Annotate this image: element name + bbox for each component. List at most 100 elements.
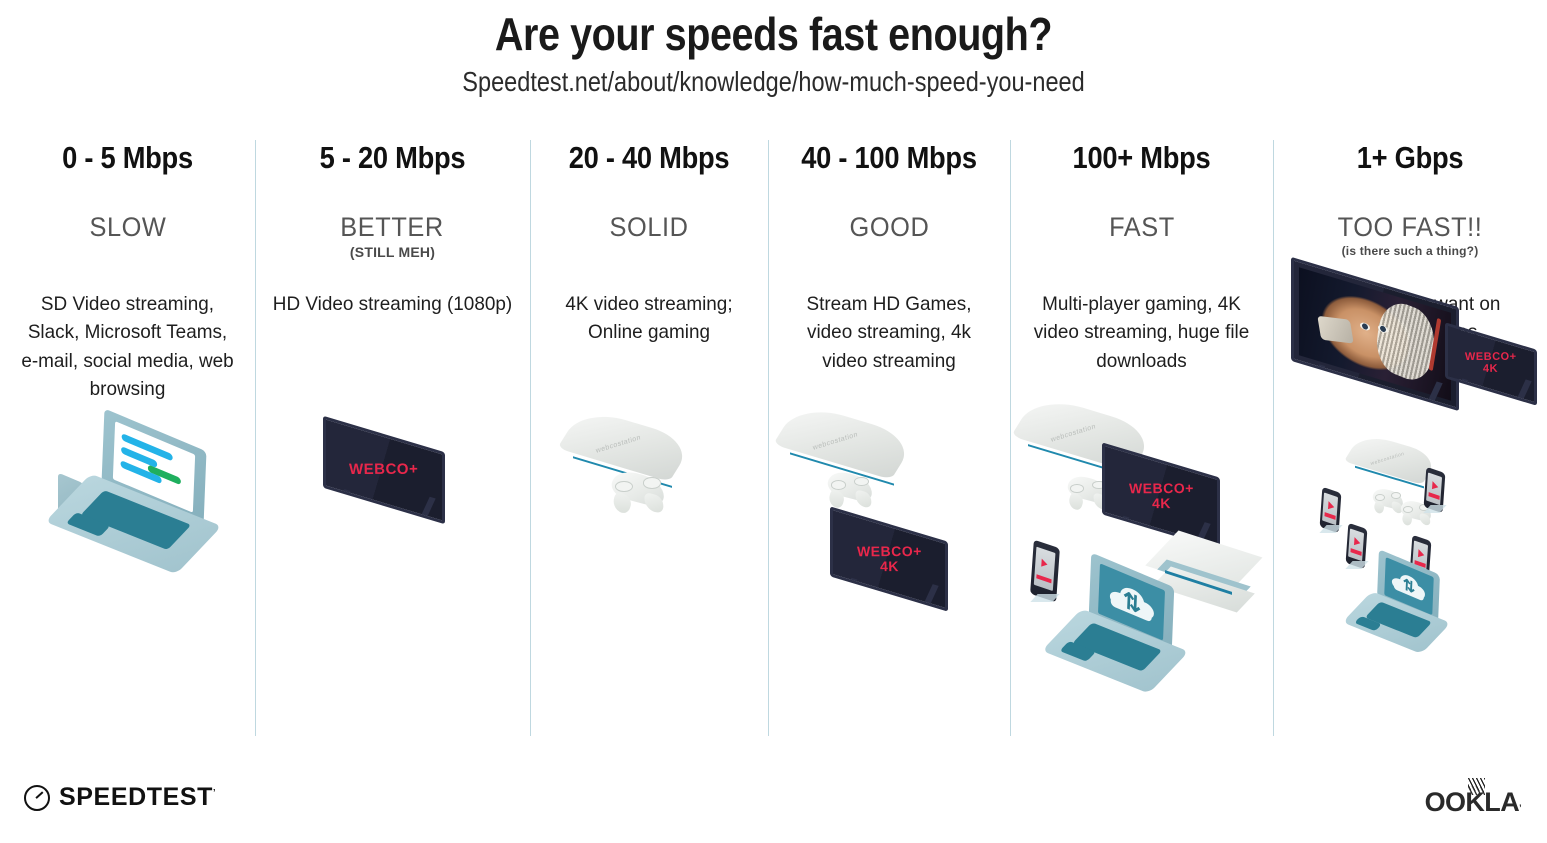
tv-leg — [1115, 515, 1130, 536]
tv-resolution-label: 4K — [1151, 494, 1171, 512]
rating-label: FAST — [1108, 212, 1175, 242]
speed-range-label: 1+ Gbps — [1356, 140, 1464, 175]
controller-buttons — [643, 477, 661, 489]
speed-tier-column-3: 20 - 40 Mbps SOLID 4K video streaming; O… — [530, 132, 768, 742]
tv-resolution-label: 4K — [1483, 362, 1499, 376]
rating-label: SOLID — [609, 212, 689, 242]
speed-tier-column-4: 40 - 100 Mbps GOOD Stream HD Games, vide… — [768, 132, 1010, 742]
page-title: Are your speeds fast enough? — [494, 8, 1053, 60]
tv-brand-label: WEBCO+ — [1128, 480, 1194, 497]
controller-buttons — [1419, 504, 1430, 511]
illustration-stage-1 — [0, 408, 255, 742]
phone-screen — [1322, 492, 1339, 525]
updown-arrows-icon: ⇅ — [1402, 575, 1416, 599]
controller-dpad — [1070, 483, 1084, 493]
infographic-footer: SPEEDTEST’ OO K LA’ — [0, 755, 1547, 843]
phone-screen — [1033, 547, 1056, 592]
rating-block: GOOD — [768, 212, 1010, 270]
rating-block: SOLID — [530, 212, 768, 270]
speed-tier-columns: 0 - 5 Mbps SLOW SD Video streaming, Slac… — [0, 132, 1547, 742]
tier-description: SD Video streaming, Slack, Microsoft Tea… — [21, 293, 234, 400]
tv-brand-label: WEBCO+ — [856, 543, 922, 560]
game-console-illustration: webcostation — [1344, 432, 1440, 490]
tier-description: Multi-player gaming, 4K video streaming,… — [1033, 293, 1250, 372]
illustration-stage-2: WEBCO+ — [255, 412, 530, 742]
column-divider — [768, 140, 769, 736]
controller-buttons — [854, 476, 870, 487]
tv-leg — [1311, 364, 1326, 384]
tv-leg — [843, 577, 858, 598]
controller-dpad — [830, 480, 846, 490]
tv-screen — [1291, 256, 1459, 412]
laptop-illustration — [44, 408, 222, 574]
speed-range-label: 5 - 20 Mbps — [319, 140, 466, 175]
rating-block: FAST — [1010, 212, 1273, 270]
speed-range-label: 40 - 100 Mbps — [801, 140, 977, 175]
speed-tier-column-6: 1+ Gbps TOO FAST!! (is there such a thin… — [1273, 132, 1547, 742]
rating-sublabel: (STILL MEH) — [349, 244, 436, 260]
play-icon — [1353, 537, 1361, 548]
game-controller-illustration — [1400, 498, 1432, 528]
rating-sublabel: (is there such a thing?) — [1341, 244, 1479, 258]
illustration-stage-5: webcostation WEBCO+ 4K — [1010, 394, 1273, 742]
controller-dpad — [1402, 506, 1413, 514]
illustration-stage-4: webcostation WEBCO+ 4K — [768, 402, 1010, 742]
illustration-stage-3: webcostation — [530, 407, 768, 742]
rating-block: TOO FAST!! (is there such a thing?) — [1273, 212, 1547, 270]
phone-progress-bar — [1350, 547, 1362, 556]
tv-4k-illustration: WEBCO+ 4K — [1445, 322, 1537, 406]
tv-4k-illustration: WEBCO+ 4K — [830, 506, 948, 612]
speed-tier-column-2: 5 - 20 Mbps BETTER (STILL MEH) HD Video … — [255, 132, 530, 742]
rating-block: BETTER (STILL MEH) — [255, 212, 530, 270]
tv-screen: WEBCO+ 4K — [830, 506, 948, 612]
tv-screen: WEBCO+ — [323, 415, 445, 525]
column-divider — [1010, 140, 1011, 736]
illustration-stage-6: WEBCO+ 4K webcostation — [1273, 256, 1547, 742]
phone-progress-bar — [1428, 491, 1440, 500]
astronaut-eye — [1359, 321, 1370, 332]
controller-dpad — [615, 481, 633, 493]
updown-arrows-icon: ⇅ — [1122, 586, 1143, 620]
phone-screen — [1426, 472, 1443, 505]
tier-description: Stream HD Games, video streaming, 4k vid… — [806, 293, 972, 372]
astronaut-eye — [1378, 323, 1389, 334]
tier-description: 4K video streaming; Online gaming — [565, 293, 733, 344]
controller-buttons — [1391, 492, 1402, 499]
speed-range-label: 20 - 40 Mbps — [568, 140, 730, 175]
ookla-suffix-text: LA — [1484, 787, 1520, 817]
speed-range-label: 0 - 5 Mbps — [62, 140, 193, 175]
tv-brand-label: WEBCO+ — [349, 460, 419, 479]
play-icon — [1041, 559, 1049, 570]
laptop-cloud-illustration: ⇅ — [1341, 549, 1451, 655]
infographic-header: Are your speeds fast enough? Speedtest.n… — [0, 0, 1547, 98]
rating-label: SLOW — [88, 212, 166, 242]
smartphone-illustration — [1422, 466, 1447, 514]
ookla-prefix-text: OO — [1424, 787, 1466, 817]
laptop-cloud-illustration: ⇅ — [1042, 552, 1189, 694]
tv-illustration: WEBCO+ — [323, 415, 445, 525]
rating-label: TOO FAST!! — [1337, 212, 1483, 242]
ookla-k-glyph: K — [1465, 778, 1486, 817]
game-controller-illustration — [826, 468, 874, 511]
smartphone-illustration — [1344, 522, 1369, 570]
controller-buttons — [1092, 480, 1106, 490]
rating-label: GOOD — [849, 212, 929, 242]
tv-leg — [336, 489, 351, 509]
column-divider — [1273, 140, 1274, 736]
speed-tier-column-5: 100+ Mbps FAST Multi-player gaming, 4K v… — [1010, 132, 1273, 742]
rating-label: BETTER — [340, 212, 445, 242]
tv-resolution-label: 4K — [879, 557, 899, 575]
tv-leg — [421, 496, 436, 517]
play-icon — [1417, 549, 1425, 560]
astronaut-picture — [1299, 267, 1451, 401]
tv-screen: WEBCO+ 4K — [1102, 442, 1220, 550]
speed-tier-column-1: 0 - 5 Mbps SLOW SD Video streaming, Slac… — [0, 132, 255, 742]
tier-description: HD Video streaming (1080p) — [272, 293, 513, 315]
phone-screen — [1348, 528, 1365, 561]
helmet-red-stripe — [1429, 317, 1442, 371]
game-controller-illustration — [610, 467, 666, 517]
tv-leg — [924, 584, 940, 604]
speed-range-label: 100+ Mbps — [1072, 140, 1211, 175]
speedometer-icon — [24, 784, 50, 811]
trademark-mark: ’ — [213, 787, 217, 798]
